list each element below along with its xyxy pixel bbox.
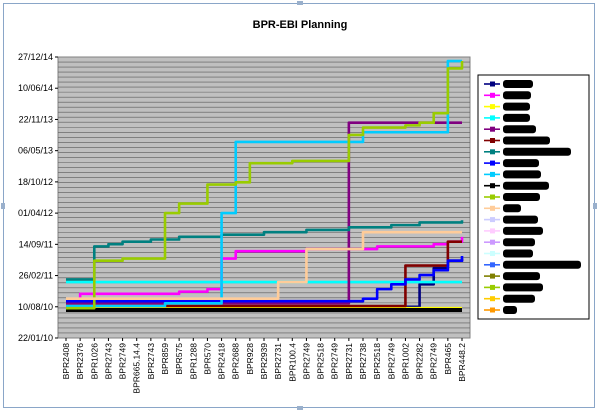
legend-marker: [490, 205, 495, 211]
x-tick-label: BPR1288: [188, 343, 198, 380]
legend-label-redacted: [503, 306, 517, 314]
legend-label-redacted: [503, 272, 540, 281]
legend-label-redacted: [503, 113, 530, 122]
legend-marker: [490, 239, 495, 245]
legend-marker: [490, 171, 495, 177]
legend-label-redacted: [503, 125, 536, 134]
series-line: [66, 230, 462, 300]
legend-label-redacted: [503, 159, 539, 168]
x-tick-label: BPR2408: [61, 343, 71, 380]
x-tick-label: BPR1026: [89, 343, 99, 380]
series-line: [66, 256, 464, 303]
x-tick-label: BPR2749: [386, 343, 396, 380]
y-tick-label: 10/08/10: [18, 302, 53, 312]
legend-marker: [490, 217, 495, 223]
y-tick-label: 14/09/11: [19, 239, 53, 249]
x-tick-label: BPR465: [443, 343, 453, 375]
series-line: [66, 121, 462, 305]
legend-marker: [490, 160, 495, 166]
legend-label-redacted: [503, 147, 571, 156]
legend-items: [484, 80, 581, 314]
x-tick-label: BPR2518: [316, 343, 326, 380]
x-tick-label: BPR2731: [344, 343, 354, 380]
y-tick-label: 27/12/14: [18, 52, 53, 62]
legend-marker: [490, 262, 495, 268]
series-layer: [66, 59, 464, 313]
x-tick-label: BPR2749: [429, 343, 439, 380]
y-tick-label: 26/02/11: [19, 271, 53, 281]
legend-label-redacted: [503, 136, 550, 145]
x-tick-label: BPR2688: [231, 343, 241, 380]
x-tick-label: BPR2282: [415, 343, 425, 380]
y-tick-label: 06/05/13: [18, 146, 53, 156]
resize-handle-top[interactable]: [297, 1, 303, 5]
y-tick-label: 10/06/14: [18, 83, 53, 93]
legend-marker: [490, 126, 495, 132]
x-tick-label: BPR2376: [75, 343, 85, 380]
resize-handle-left[interactable]: [1, 203, 5, 209]
legend-marker: [490, 183, 495, 189]
x-tick-label: BPR2738: [358, 343, 368, 380]
legend-marker: [490, 92, 495, 98]
legend-label-redacted: [503, 170, 541, 179]
legend-marker: [490, 104, 495, 110]
x-tick-label: BPR2418: [217, 343, 227, 380]
legend-label-redacted: [503, 283, 543, 292]
legend-label-redacted: [503, 249, 533, 258]
series-line: [66, 236, 464, 301]
x-tick-label: BPR2743: [103, 343, 113, 380]
y-tick-label: 18/10/12: [18, 177, 53, 187]
resize-handle-right[interactable]: [593, 203, 597, 209]
x-tick-label: BPR928: [245, 343, 255, 375]
legend-label-redacted: [503, 80, 533, 88]
legend-marker: [490, 194, 495, 200]
legend-label-redacted: [503, 226, 543, 235]
legend-label-redacted: [503, 238, 535, 247]
chart-title: BPR-EBI Planning: [253, 19, 348, 31]
y-axis: 22/01/10 10/08/10 26/02/11 14/09/11 01/04/12…: [18, 52, 58, 343]
legend-marker: [490, 81, 495, 87]
x-tick-label: BPR448.2: [457, 343, 467, 382]
legend-marker: [490, 251, 495, 256]
x-tick-label: BPR2749: [118, 343, 128, 380]
x-tick-label: BPR2518: [372, 343, 382, 380]
x-tick-label: BPR570: [202, 343, 212, 375]
x-tick-label: BPR1002: [400, 343, 410, 380]
series-line: [66, 61, 464, 310]
x-tick-label: BPR2743: [146, 343, 156, 380]
series-line: [66, 59, 462, 308]
series-line: [66, 220, 464, 281]
legend-label-redacted: [503, 181, 549, 190]
x-tick-label: BPR665.14.4: [132, 343, 142, 394]
y-tick-label: 22/11/13: [19, 114, 53, 124]
y-tick-label: 22/01/10: [18, 333, 53, 343]
legend-label-redacted: [503, 91, 531, 100]
y-tick-label: 01/04/12: [18, 208, 53, 218]
x-tick-label: BPR2939: [259, 343, 269, 380]
x-tick-label: BPR575: [174, 343, 184, 375]
legend-marker: [490, 138, 495, 143]
x-axis: BPR2408 BPR2376 BPR1026 BPR2743 BPR2749 BPR66…: [61, 338, 467, 394]
legend-marker: [490, 296, 495, 302]
legend-marker: [490, 115, 495, 121]
legend-label-redacted: [503, 260, 581, 269]
legend-label-redacted: [503, 193, 540, 201]
x-tick-label: BPR2749: [301, 343, 311, 380]
legend-label-redacted: [503, 204, 521, 213]
x-tick-label: BPR2749: [330, 343, 340, 380]
legend-label-redacted: [503, 294, 535, 303]
legend-marker: [490, 228, 495, 234]
legend-label-redacted: [503, 102, 530, 111]
legend-label-redacted: [503, 215, 538, 224]
legend-marker: [490, 149, 495, 155]
resize-handle-bottom[interactable]: [297, 406, 303, 410]
legend-marker: [490, 273, 495, 279]
x-tick-label: BPR100.4: [287, 343, 297, 382]
legend-marker: [490, 307, 495, 313]
x-tick-label: BPR2731: [273, 343, 283, 380]
x-tick-label: BPR859: [160, 343, 170, 375]
legend-marker: [490, 284, 495, 290]
